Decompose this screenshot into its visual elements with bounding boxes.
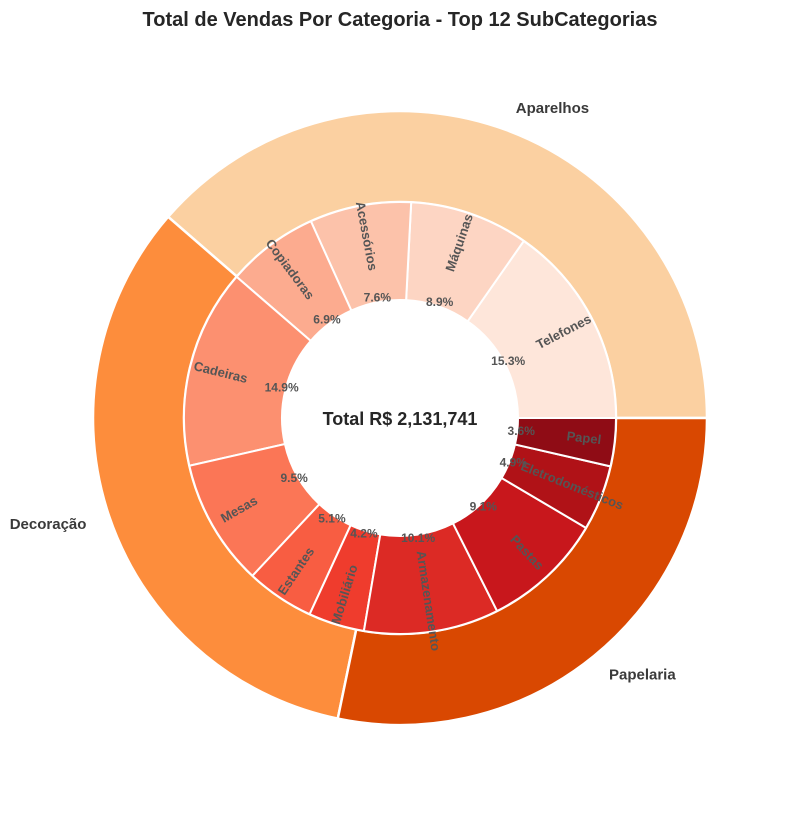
pct-label-eletrodomesticos: 4.9% <box>500 455 528 469</box>
outer-label-decoracao: Decoração <box>10 516 87 533</box>
pct-label-armazenamento: 10.1% <box>401 531 435 545</box>
inner-slice-papel <box>513 417 618 468</box>
pct-label-maquinas: 8.9% <box>426 295 454 309</box>
pct-label-papel: 3.6% <box>508 424 536 438</box>
pct-label-pastas: 9.1% <box>470 499 498 513</box>
chart-title: Total de Vendas Por Categoria - Top 12 S… <box>143 9 658 31</box>
pct-label-telefones: 15.3% <box>491 354 525 368</box>
pct-label-acessorios: 7.6% <box>364 290 392 304</box>
pct-label-mobiliario: 4.2% <box>350 527 378 541</box>
outer-label-papelaria: Papelaria <box>609 667 676 684</box>
inner-label-papel: Papel <box>566 428 602 447</box>
pct-label-cadeiras: 14.9% <box>265 381 299 395</box>
center-total-label: Total R$ 2,131,741 <box>323 409 478 429</box>
pct-label-mesas: 9.5% <box>281 471 309 485</box>
pct-label-copiadoras: 6.9% <box>313 312 341 326</box>
outer-label-aparelhos: Aparelhos <box>516 100 589 117</box>
pct-label-estantes: 5.1% <box>318 511 346 525</box>
inner-ring <box>183 201 618 635</box>
